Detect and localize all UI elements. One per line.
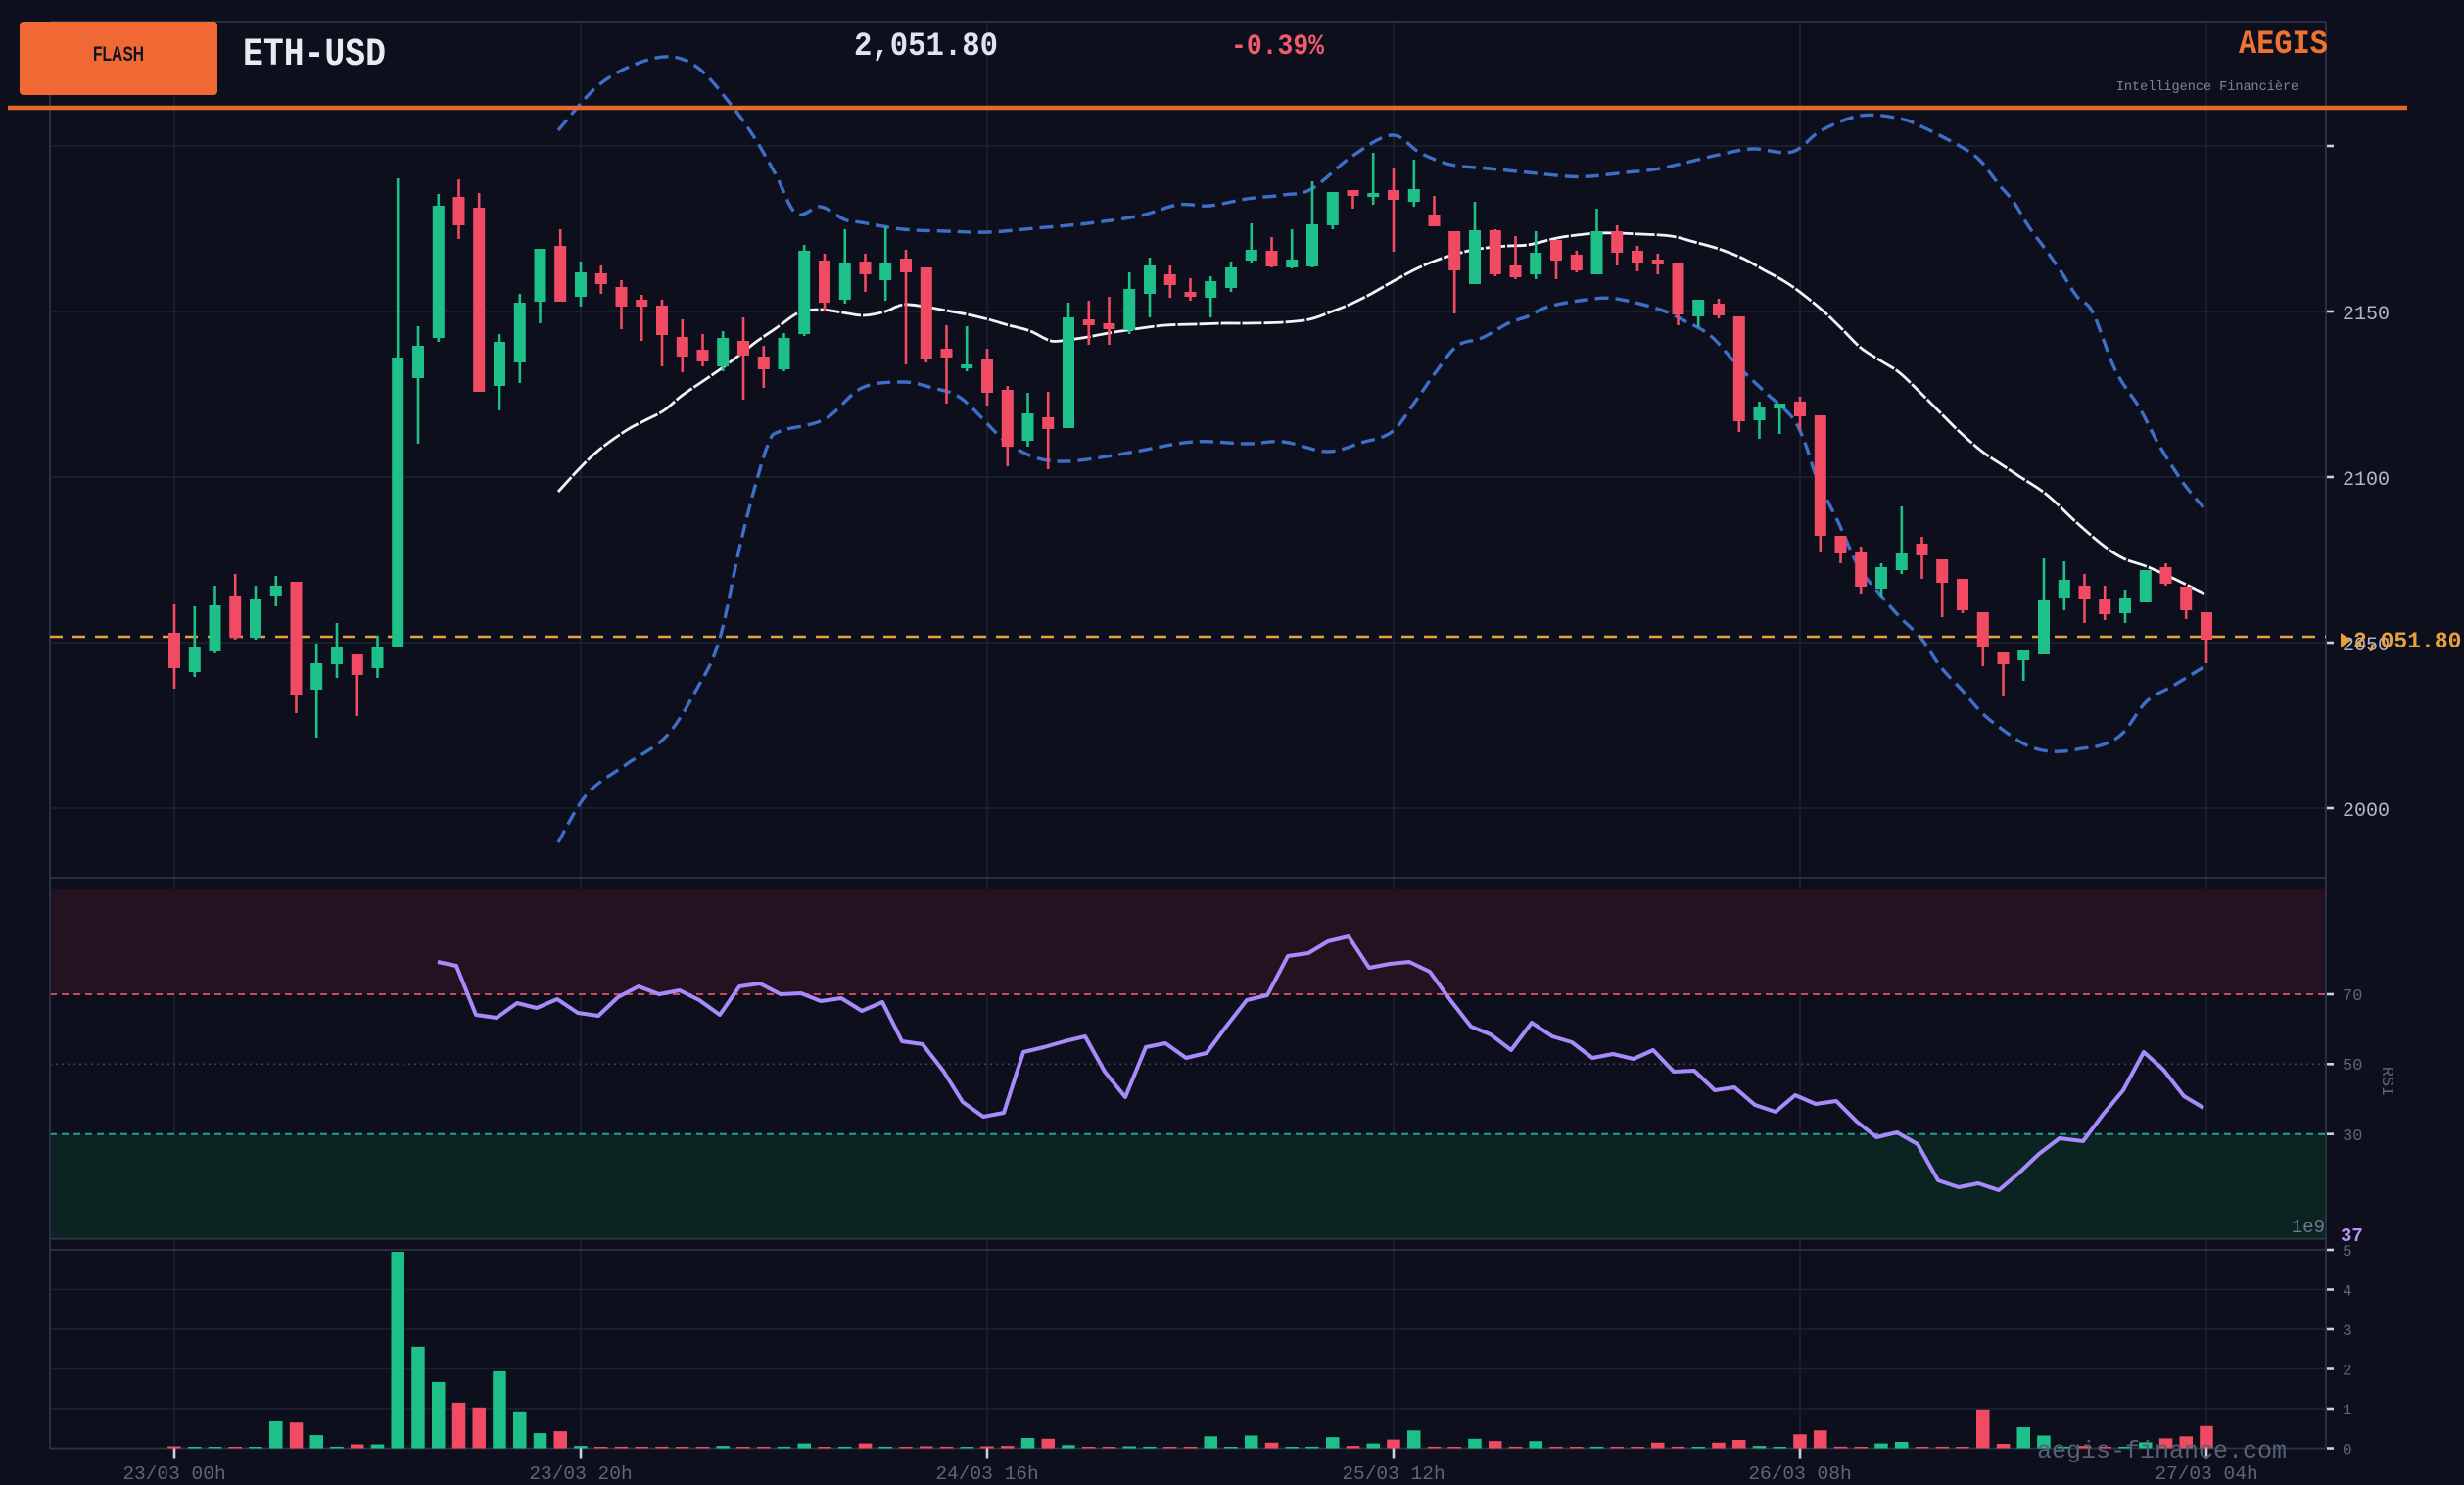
svg-text:2,051.80: 2,051.80: [854, 28, 998, 66]
svg-text:30: 30: [2343, 1127, 2362, 1146]
svg-text:27/03 04h: 27/03 04h: [2155, 1463, 2257, 1485]
svg-text:37: 37: [2341, 1225, 2363, 1247]
svg-text:aegis-finance.com: aegis-finance.com: [2037, 1437, 2287, 1465]
svg-text:23/03 20h: 23/03 20h: [529, 1463, 632, 1485]
svg-text:5: 5: [2343, 1243, 2352, 1261]
svg-text:2,051.80: 2,051.80: [2353, 629, 2461, 654]
svg-text:4: 4: [2343, 1283, 2352, 1301]
svg-text:ETH-USD: ETH-USD: [243, 33, 386, 77]
svg-text:-0.39%: -0.39%: [1231, 30, 1325, 64]
svg-text:24/03 16h: 24/03 16h: [935, 1463, 1038, 1485]
svg-text:23/03 00h: 23/03 00h: [122, 1463, 225, 1485]
svg-text:2: 2: [2343, 1363, 2352, 1380]
svg-text:25/03 12h: 25/03 12h: [1342, 1463, 1445, 1485]
svg-text:3: 3: [2343, 1322, 2352, 1340]
svg-text:1: 1: [2343, 1402, 2352, 1419]
svg-text:FLASH: FLASH: [93, 43, 144, 66]
svg-text:2100: 2100: [2343, 469, 2390, 492]
svg-text:70: 70: [2343, 987, 2362, 1006]
svg-text:RSI: RSI: [2377, 1067, 2395, 1097]
svg-text:0: 0: [2343, 1442, 2352, 1460]
svg-text:Intelligence Financière: Intelligence Financière: [2116, 80, 2298, 95]
svg-text:2050: 2050: [2343, 635, 2390, 657]
svg-text:26/03 08h: 26/03 08h: [1748, 1463, 1851, 1485]
svg-text:1e9: 1e9: [2292, 1217, 2325, 1238]
svg-text:2000: 2000: [2343, 800, 2390, 823]
svg-text:50: 50: [2343, 1057, 2362, 1076]
svg-text:AEGIS: AEGIS: [2239, 26, 2328, 64]
svg-text:2150: 2150: [2343, 304, 2390, 326]
